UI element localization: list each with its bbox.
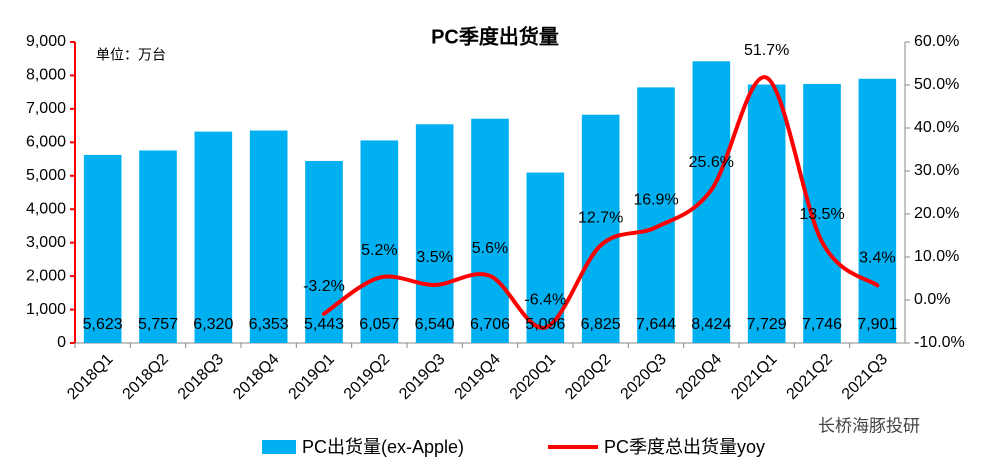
bar (581, 114, 620, 343)
y-tick-label: 6,000 (26, 134, 66, 151)
bar-value-label: 6,057 (359, 316, 399, 333)
y-tick-label: 7,000 (26, 100, 66, 117)
bar (194, 131, 233, 343)
y2-tick-label: 10.0% (914, 248, 959, 265)
line-value-label: -3.2% (303, 278, 345, 295)
line-value-label: 5.2% (361, 242, 397, 259)
bar-value-label: 7,746 (802, 316, 842, 333)
legend-label: PC季度总出货量yoy (604, 437, 765, 457)
y-tick-label: 2,000 (26, 267, 66, 284)
line-value-label: 3.5% (416, 249, 452, 266)
y2-tick-label: 40.0% (914, 119, 959, 136)
bar-value-label: 7,644 (636, 316, 676, 333)
line-value-label: 13.5% (799, 206, 844, 223)
bar-value-label: 5,623 (83, 316, 123, 333)
bar-value-label: 6,706 (470, 316, 510, 333)
watermark: 长桥海豚投研 (818, 416, 920, 435)
line-value-label: 3.4% (859, 250, 895, 267)
y2-tick-label: 60.0% (914, 33, 959, 50)
line-value-label: -6.4% (524, 292, 566, 309)
bar (858, 78, 897, 344)
legend-label: PC出货量(ex-Apple) (302, 437, 464, 457)
y-tick-label: 0 (57, 334, 66, 351)
legend-swatch (262, 440, 296, 454)
bar-value-label: 7,729 (747, 316, 787, 333)
bar-value-label: 5,757 (138, 316, 178, 333)
bar (637, 87, 675, 343)
line-value-label: 51.7% (744, 42, 789, 59)
y-tick-label: 4,000 (26, 200, 66, 217)
y-tick-label: 1,000 (26, 301, 66, 318)
bar-value-label: 5,096 (525, 316, 565, 333)
y-tick-label: 5,000 (26, 167, 66, 184)
y2-tick-label: 0.0% (914, 291, 950, 308)
bar-value-label: 6,353 (249, 316, 289, 333)
bar (360, 140, 399, 343)
line-value-label: 25.6% (689, 154, 734, 171)
bar (249, 130, 288, 343)
line-value-label: 12.7% (578, 210, 623, 227)
y2-tick-label: 30.0% (914, 162, 959, 179)
y-tick-label: 9,000 (26, 33, 66, 50)
bar (83, 154, 122, 343)
y-tick-label: 8,000 (26, 67, 66, 84)
bar-value-label: 8,424 (691, 316, 731, 333)
bar (415, 124, 454, 343)
line-value-label: 16.9% (633, 192, 678, 209)
bar (471, 118, 509, 343)
chart-title: PC季度出货量 (431, 24, 559, 48)
y2-tick-label: -10.0% (914, 334, 965, 351)
line-value-label: 5.6% (472, 240, 508, 257)
bar (139, 150, 177, 343)
line (322, 75, 880, 330)
bar-value-label: 6,320 (193, 316, 233, 333)
unit-note: 单位：万台 (96, 47, 166, 63)
bar (747, 84, 786, 344)
y2-tick-label: 50.0% (914, 76, 959, 93)
bar-value-label: 7,901 (857, 316, 897, 333)
bar-value-label: 5,443 (304, 316, 344, 333)
y2-tick-label: 20.0% (914, 205, 959, 222)
y-tick-label: 3,000 (26, 234, 66, 251)
bar-value-label: 6,825 (581, 316, 621, 333)
bar-value-label: 6,540 (415, 316, 455, 333)
